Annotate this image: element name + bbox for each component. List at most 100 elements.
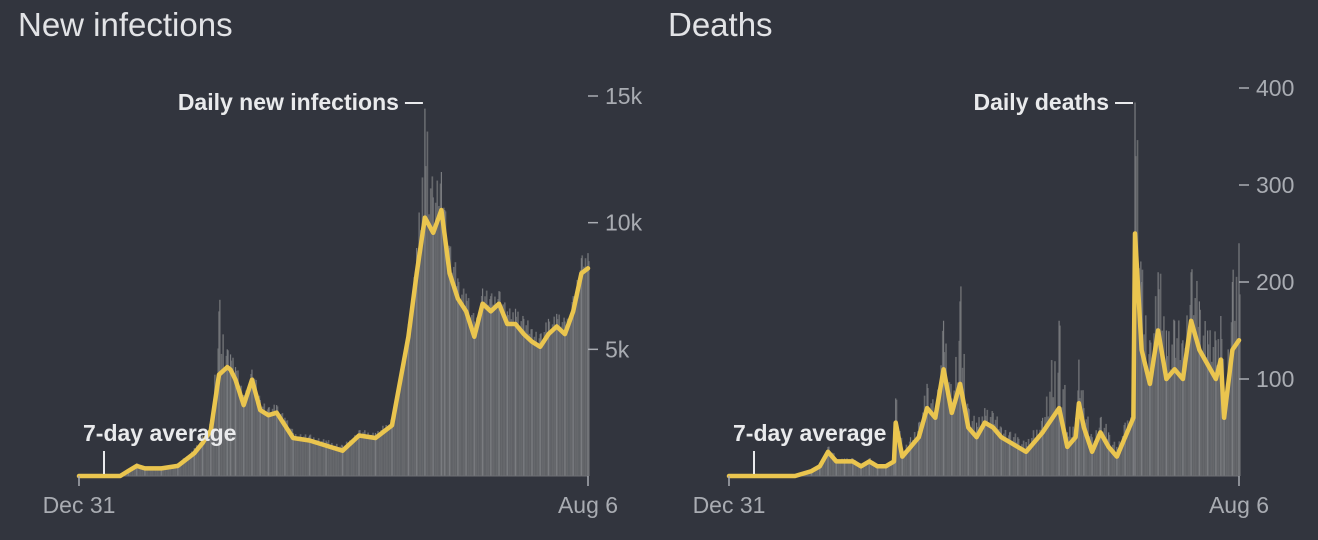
daily-bar xyxy=(461,294,463,476)
daily-bar xyxy=(958,340,961,476)
daily-bar xyxy=(1116,450,1119,476)
daily-bar xyxy=(485,290,488,476)
daily-bar xyxy=(1072,426,1074,476)
daily-bar xyxy=(146,466,149,476)
daily-bar xyxy=(499,291,501,476)
daily-bar xyxy=(334,445,336,476)
x-label-end: Aug 6 xyxy=(1209,492,1269,518)
daily-bar xyxy=(1212,347,1215,476)
daily-bar xyxy=(307,436,310,476)
daily-bar xyxy=(261,406,264,476)
daily-bar xyxy=(378,434,381,476)
daily-bar xyxy=(1019,447,1022,476)
daily-bar xyxy=(1177,320,1180,476)
daily-bar xyxy=(444,211,447,476)
daily-bar xyxy=(329,444,332,476)
daily-bar xyxy=(535,331,537,476)
daily-bar xyxy=(986,409,989,476)
daily-bar xyxy=(403,354,406,476)
daily-bar xyxy=(889,463,891,476)
daily-bar xyxy=(169,467,172,476)
daily-bar xyxy=(1123,425,1126,476)
daily-bar xyxy=(905,444,908,476)
daily-bar xyxy=(1126,420,1129,476)
x-label-start: Dec 31 xyxy=(693,492,766,518)
daily-bar xyxy=(1049,391,1051,476)
daily-bar xyxy=(1125,432,1127,476)
daily-bar xyxy=(1171,344,1173,476)
daily-bar xyxy=(1108,434,1111,476)
daily-bar xyxy=(1073,439,1076,476)
daily-bar xyxy=(205,438,208,476)
daily-bar xyxy=(1169,369,1172,476)
daily-bar xyxy=(492,304,495,476)
daily-bar xyxy=(968,409,970,476)
daily-bar xyxy=(291,428,294,476)
daily-bar xyxy=(352,439,355,476)
daily-bar xyxy=(220,353,223,476)
daily-bar xyxy=(398,383,401,476)
daily-bar xyxy=(1044,417,1046,476)
daily-bar xyxy=(938,392,941,476)
daily-bar xyxy=(199,442,201,476)
daily-bar xyxy=(187,458,190,476)
daily-bar xyxy=(278,415,280,476)
daily-bar xyxy=(441,210,444,476)
daily-bar xyxy=(215,387,218,476)
daily-bar xyxy=(192,453,195,476)
daily-bar xyxy=(505,316,508,476)
daily-bar xyxy=(867,460,870,476)
daily-bar xyxy=(387,429,389,476)
daily-bar xyxy=(454,262,457,476)
daily-bar xyxy=(918,421,921,476)
daily-bar xyxy=(1219,366,1221,476)
daily-bar xyxy=(345,441,348,476)
daily-bar xyxy=(462,288,465,476)
daily-bar xyxy=(951,411,954,476)
daily-bar xyxy=(306,438,308,476)
daily-bar xyxy=(438,206,440,477)
daily-bar xyxy=(349,440,351,476)
daily-bar xyxy=(416,255,419,476)
daily-bar xyxy=(459,301,462,476)
daily-bar xyxy=(861,466,863,476)
daily-bar xyxy=(368,436,371,476)
daily-bar xyxy=(515,316,518,476)
daily-bar xyxy=(1012,437,1015,476)
daily-bar xyxy=(1022,440,1025,476)
daily-bar xyxy=(270,412,272,476)
daily-bar xyxy=(548,321,551,476)
daily-bar xyxy=(477,323,480,476)
daily-bar xyxy=(581,255,584,476)
daily-bar xyxy=(1144,315,1147,476)
daily-bar xyxy=(253,378,256,476)
daily-bar xyxy=(508,308,511,476)
daily-bar xyxy=(171,465,173,476)
daily-bar xyxy=(1130,417,1132,476)
daily-bar xyxy=(1037,438,1040,476)
daily-bar xyxy=(408,324,411,476)
daily-bar xyxy=(388,424,391,476)
daily-bar xyxy=(235,370,238,476)
daily-bar xyxy=(818,465,820,476)
daily-bar xyxy=(1070,437,1073,476)
daily-bar xyxy=(811,470,814,476)
daily-bar xyxy=(161,468,164,476)
daily-bar xyxy=(994,419,997,476)
daily-bar xyxy=(258,395,261,476)
daily-bar xyxy=(136,463,139,476)
daily-bar xyxy=(1199,309,1202,476)
daily-bar xyxy=(245,390,248,476)
daily-bar xyxy=(210,429,213,476)
daily-bar xyxy=(377,431,379,476)
daily-bar xyxy=(569,313,572,476)
daily-bar xyxy=(571,302,574,476)
daily-bar xyxy=(164,466,167,476)
daily-bar xyxy=(874,464,876,476)
daily-bar xyxy=(894,460,896,476)
daily-bar xyxy=(1138,268,1140,476)
daily-bar xyxy=(357,433,360,476)
daily-bar xyxy=(823,457,825,476)
daily-bar xyxy=(143,467,145,476)
daily-bar xyxy=(1154,296,1157,476)
